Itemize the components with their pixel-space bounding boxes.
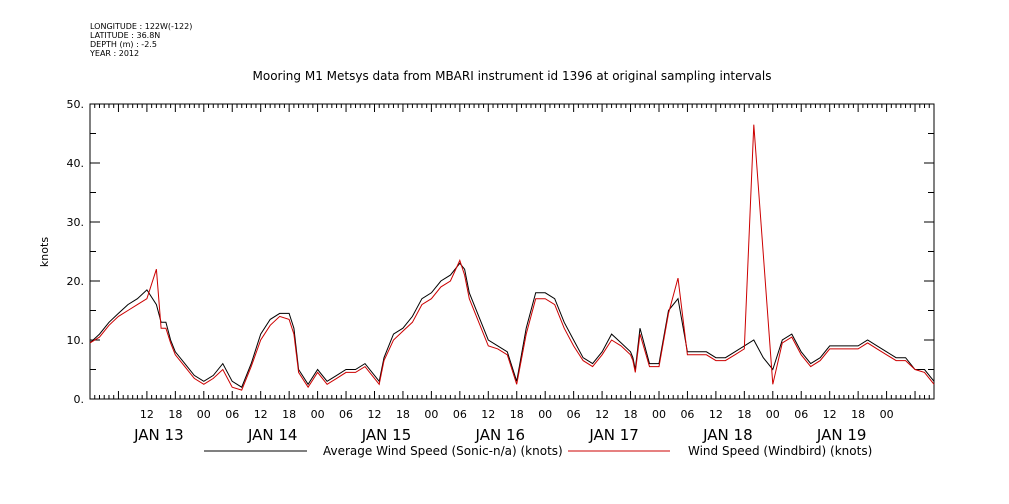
legend-label-average: Average Wind Speed (Sonic-n/a) (knots) bbox=[323, 444, 563, 458]
x-tick-label: 06 bbox=[794, 408, 808, 421]
x-axis: 12 18 00 06 12 18 00 06 12 18 00 06 12 18 00 06 12 18 00 06… bbox=[89, 104, 935, 444]
x-tick-label: 06 bbox=[225, 408, 239, 421]
y-tick-label: 10. bbox=[67, 334, 85, 347]
x-tick-label: 00 bbox=[311, 408, 325, 421]
y-axis-label: knots bbox=[38, 237, 51, 267]
plot-border bbox=[89, 103, 935, 400]
x-tick-label: 06 bbox=[339, 408, 353, 421]
day-label: JAN 16 bbox=[475, 426, 526, 444]
legend-label-windbird: Wind Speed (Windbird) (knots) bbox=[688, 444, 872, 458]
day-label: JAN 17 bbox=[588, 426, 639, 444]
metadata-depth: DEPTH (m) : -2.5 bbox=[90, 40, 157, 49]
x-tick-label: 00 bbox=[424, 408, 438, 421]
x-tick-label: 12 bbox=[140, 408, 154, 421]
y-axis: 0. 10. 20. 30. 40. 50. bbox=[67, 98, 934, 406]
x-tick-label: 18 bbox=[624, 408, 638, 421]
x-tick-label: 00 bbox=[538, 408, 552, 421]
series-line-windbird-wind-speed bbox=[89, 124, 935, 391]
day-label: JAN 18 bbox=[702, 426, 753, 444]
x-tick-label: 12 bbox=[709, 408, 723, 421]
x-tick-label: 12 bbox=[595, 408, 609, 421]
x-tick-label: 12 bbox=[481, 408, 495, 421]
x-tick-label: 06 bbox=[453, 408, 467, 421]
x-tick-label: 00 bbox=[766, 408, 780, 421]
x-tick-label: 18 bbox=[510, 408, 524, 421]
y-tick-label: 30. bbox=[67, 216, 85, 229]
y-tick-label: 50. bbox=[67, 98, 85, 111]
metadata-latitude: LATITUDE : 36.8N bbox=[90, 31, 161, 40]
metadata-longitude: LONGITUDE : 122W(-122) bbox=[90, 22, 193, 31]
x-tick-label: 12 bbox=[254, 408, 268, 421]
x-tick-label: 12 bbox=[367, 408, 381, 421]
x-tick-label: 06 bbox=[680, 408, 694, 421]
day-label: JAN 15 bbox=[361, 426, 412, 444]
x-tick-label: 12 bbox=[823, 408, 837, 421]
x-tick-label: 00 bbox=[880, 408, 894, 421]
x-tick-label: 00 bbox=[197, 408, 211, 421]
x-tick-label: 18 bbox=[396, 408, 410, 421]
x-tick-label: 18 bbox=[851, 408, 865, 421]
metadata-year: YEAR : 2012 bbox=[90, 49, 140, 58]
y-tick-label: 0. bbox=[74, 393, 85, 406]
y-tick-label: 20. bbox=[67, 275, 85, 288]
series-layer bbox=[89, 124, 935, 391]
series-line-average-wind-speed bbox=[89, 262, 935, 388]
day-label: JAN 13 bbox=[133, 426, 184, 444]
plot-frame bbox=[89, 103, 935, 400]
y-tick-label: 40. bbox=[67, 157, 85, 170]
metadata-block: LONGITUDE : 122W(-122) LATITUDE : 36.8N … bbox=[90, 22, 192, 58]
chart-title: Mooring M1 Metsys data from MBARI instru… bbox=[253, 69, 772, 83]
x-tick-label: 00 bbox=[652, 408, 666, 421]
x-tick-label: 18 bbox=[737, 408, 751, 421]
day-label: JAN 14 bbox=[247, 426, 298, 444]
day-label: JAN 19 bbox=[816, 426, 867, 444]
x-tick-label: 06 bbox=[567, 408, 581, 421]
x-tick-label: 18 bbox=[282, 408, 296, 421]
x-tick-label: 18 bbox=[168, 408, 182, 421]
legend: Average Wind Speed (Sonic-n/a) (knots) Wi… bbox=[204, 444, 872, 458]
